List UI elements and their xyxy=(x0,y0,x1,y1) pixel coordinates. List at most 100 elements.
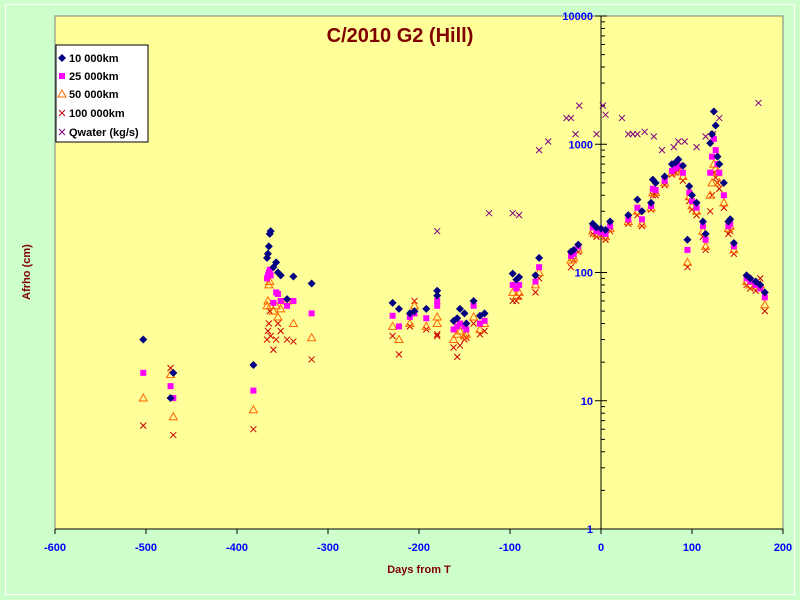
point-25-000km xyxy=(684,246,691,253)
point-50-000km xyxy=(263,295,273,305)
point-10-000km xyxy=(139,335,148,344)
point-25-000km xyxy=(463,326,470,333)
point-25-000km xyxy=(661,177,668,184)
point-qwater-kg-s xyxy=(433,227,441,235)
point-100-000km xyxy=(395,351,403,358)
point-50-000km xyxy=(507,287,518,296)
point-25-000km xyxy=(709,153,716,160)
point-25-000km xyxy=(689,198,695,205)
point-50-000km xyxy=(461,329,472,338)
y-tick-label: 1000 xyxy=(569,139,593,151)
point-100-000km xyxy=(283,336,291,343)
point-25-000km xyxy=(699,223,706,230)
point-10-000km xyxy=(574,240,583,249)
point-25-000km xyxy=(686,189,693,196)
point-10-000km xyxy=(169,368,178,377)
x-tick-label: -100 xyxy=(499,542,521,554)
point-10-000km xyxy=(266,227,275,236)
point-100-000km xyxy=(513,297,520,305)
point-25-000km xyxy=(267,272,274,279)
point-10-000km xyxy=(674,155,683,164)
point-50-000km xyxy=(138,393,149,402)
plot-area xyxy=(54,15,784,530)
point-25-000km xyxy=(727,220,734,227)
point-10-000km xyxy=(706,139,715,148)
point-100-000km xyxy=(169,431,177,439)
point-10-000km xyxy=(480,309,489,318)
point-qwater-kg-s xyxy=(535,146,543,154)
point-qwater-kg-s xyxy=(658,146,666,154)
point-10-000km xyxy=(394,304,403,313)
point-10-000km xyxy=(685,182,694,191)
point-25-000km xyxy=(395,323,402,330)
point-10-000km xyxy=(535,253,544,262)
point-25-000km xyxy=(638,216,645,223)
point-25-000km xyxy=(716,169,723,176)
y-tick-label: 100 xyxy=(575,268,593,280)
point-qwater-kg-s xyxy=(572,130,579,138)
point-25-000km xyxy=(423,315,430,322)
point-25-000km xyxy=(679,169,686,176)
point-10-000km xyxy=(746,274,755,283)
point-25-000km xyxy=(476,320,483,327)
point-50-000km xyxy=(475,324,485,333)
point-100-000km xyxy=(264,327,272,335)
point-10-000km xyxy=(462,319,471,328)
point-25-000km xyxy=(702,236,709,243)
point-10-000km xyxy=(719,178,728,187)
point-10-000km xyxy=(683,235,692,244)
x-tick-label: -200 xyxy=(408,542,430,554)
point-qwater-kg-s xyxy=(693,143,700,151)
y-tick-labels: 1 10 100 1000 10000 xyxy=(562,11,593,536)
point-25-000km xyxy=(509,281,516,288)
point-50-000km xyxy=(268,306,279,315)
point-50-000km xyxy=(306,332,317,342)
x-tick-labels: -600 -500 -400 -300 -200 -100 0 100 200 xyxy=(44,542,792,554)
y-tick-label: 10000 xyxy=(562,11,593,23)
point-10-000km xyxy=(711,121,720,130)
point-50-000km xyxy=(248,404,259,414)
point-10-000km xyxy=(713,152,722,161)
point-100-000km xyxy=(470,320,477,327)
point-100-000km xyxy=(308,356,315,363)
point-50-000km xyxy=(678,171,688,181)
point-qwater-kg-s xyxy=(634,130,641,138)
legend: 10 000km 25 000km 50 000km 100 000km Qwa… xyxy=(55,44,149,143)
x-tick-label: -500 xyxy=(135,542,157,554)
point-10-000km xyxy=(692,198,701,207)
point-qwater-kg-s xyxy=(715,114,723,122)
point-50-000km xyxy=(288,318,299,328)
point-10-000km xyxy=(569,245,578,254)
point-100-000km xyxy=(389,332,396,340)
point-qwater-kg-s xyxy=(681,138,689,145)
point-10-000km xyxy=(606,217,615,226)
point-qwater-kg-s xyxy=(670,143,678,151)
point-50-000km xyxy=(273,311,283,321)
point-50-000km xyxy=(682,257,693,266)
point-10-000km xyxy=(709,107,718,116)
point-25-000km xyxy=(456,320,463,327)
point-10-000km xyxy=(289,272,298,281)
point-10-000km xyxy=(460,309,469,318)
point-10-000km xyxy=(166,394,175,403)
point-10-000km xyxy=(410,307,419,316)
point-100-000km xyxy=(746,285,754,292)
point-qwater-kg-s xyxy=(641,128,649,136)
point-50-000km xyxy=(421,321,432,330)
point-10-000km xyxy=(760,288,769,297)
point-50-000km xyxy=(705,190,716,199)
point-50-000km xyxy=(514,287,524,296)
point-25-000km xyxy=(693,204,700,211)
point-50-000km xyxy=(637,218,647,228)
point-10-000km xyxy=(422,304,431,313)
point-qwater-kg-s xyxy=(650,133,658,140)
chart-title: C/2010 G2 (Hill) xyxy=(327,25,474,47)
point-100-000km xyxy=(272,336,280,343)
point-10-000km xyxy=(263,249,272,258)
point-25-000km xyxy=(707,169,714,176)
point-50-000km xyxy=(275,303,286,313)
point-50-000km xyxy=(468,311,479,321)
point-25-000km xyxy=(266,266,273,273)
point-10-000km xyxy=(688,191,696,200)
